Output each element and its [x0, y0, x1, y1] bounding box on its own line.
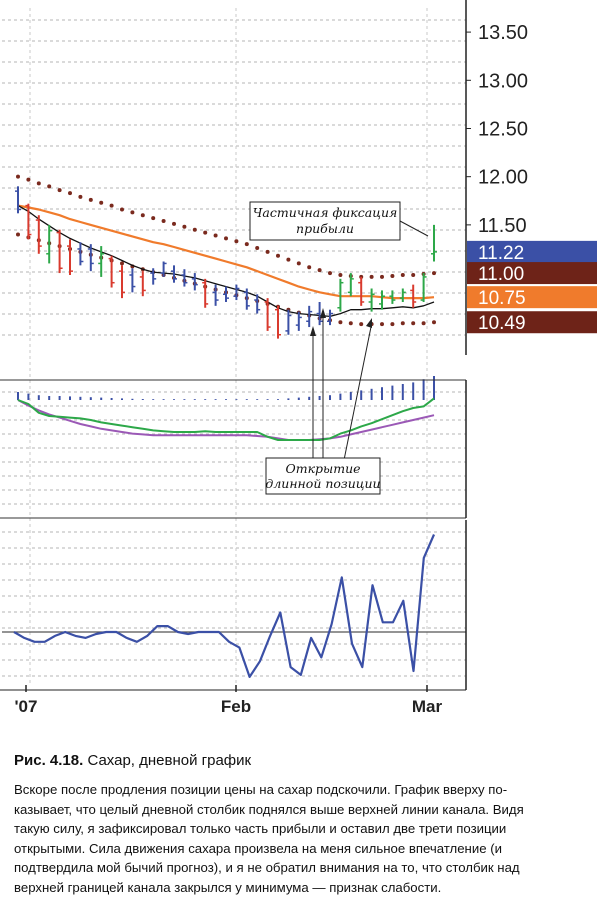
x-tick-label: Mar — [412, 697, 443, 716]
channel-upper-dot — [88, 197, 93, 202]
channel-upper-dot — [255, 246, 260, 251]
price-badge — [467, 286, 597, 309]
channel-upper-dot — [276, 253, 280, 258]
channel-upper-dot — [99, 200, 104, 205]
indicator-2-line — [13, 534, 436, 679]
channel-upper-dot — [16, 174, 20, 179]
arrowhead-icon — [366, 318, 372, 328]
channel-upper-dot — [192, 227, 197, 232]
channel-upper-dot — [369, 274, 374, 279]
channel-upper-dot — [151, 216, 156, 221]
indicator-green-line — [17, 397, 435, 441]
channel-upper-dot — [182, 224, 187, 229]
channel-upper-dot — [338, 272, 343, 277]
channel-upper-dot — [109, 203, 114, 208]
price-badge-label: 10.75 — [478, 288, 526, 309]
price-tick-label: 12.00 — [478, 167, 528, 189]
channel-upper-dot — [432, 271, 436, 276]
channel-upper-dot — [296, 261, 301, 266]
channel-upper-dot — [328, 271, 332, 276]
price-badge-label: 10.49 — [478, 313, 526, 334]
caption-line: такую силу, я зафиксировал только часть … — [14, 821, 507, 837]
channel-upper-dot — [130, 210, 135, 215]
caption-line: открытыми. Сила движения сахара произвел… — [14, 840, 502, 856]
ema-slow-line — [17, 204, 435, 300]
caption-line: Вскоре после продления позиции цены на с… — [14, 782, 508, 797]
caption-text: Вскоре после продления позиции цены на с… — [14, 780, 592, 898]
price-tick-label: 12.50 — [478, 118, 528, 140]
annotation-text: Открытие — [285, 461, 360, 476]
annotation-text: длинной позиции — [265, 476, 380, 491]
channel-lower-dot — [359, 322, 364, 327]
x-tick-label: '07 — [15, 697, 38, 716]
channel-lower-dot — [390, 322, 395, 327]
channel-upper-dot — [203, 230, 208, 235]
channel-lower-dot — [411, 321, 416, 326]
channel-upper-dot — [140, 213, 145, 218]
price-panel — [15, 174, 437, 339]
annotation-arrow — [399, 220, 429, 237]
arrowhead-icon — [310, 326, 316, 336]
channel-upper-dot — [57, 188, 62, 193]
annotation-arrow — [342, 321, 373, 466]
channel-lower-dot — [432, 320, 436, 325]
grid-lines — [2, 8, 466, 685]
caption-line: верхней границей канала закрылся у миним… — [14, 879, 442, 895]
price-badge — [467, 262, 597, 285]
annotation-text: прибыли — [296, 221, 354, 236]
caption-line: подтвердила мой бычий прогноз), и я не о… — [14, 860, 520, 876]
channel-upper-dot — [317, 268, 322, 273]
annotation-text: Частичная фиксация — [253, 205, 398, 220]
chart-title: Сахар, дневной график — [87, 752, 252, 769]
x-tick-label: Feb — [221, 697, 251, 716]
channel-upper-dot — [47, 184, 52, 189]
channel-upper-dot — [120, 207, 124, 212]
channel-upper-dot — [161, 219, 166, 224]
channel-upper-dot — [400, 272, 405, 277]
price-badge — [467, 240, 597, 263]
channel-lower-dot — [380, 322, 384, 327]
channel-lower-dot — [348, 321, 353, 326]
channel-lower-dot — [120, 261, 124, 266]
channel-lower-dot — [16, 232, 20, 237]
price-badge-label: 11.00 — [478, 264, 524, 285]
channel-lower-dot — [421, 321, 426, 326]
indicator-purple-line — [17, 399, 435, 441]
channel-upper-dot — [265, 249, 270, 254]
channel-upper-dot — [234, 239, 239, 244]
price-badge — [467, 311, 597, 334]
channel-upper-dot — [307, 265, 312, 270]
price-tick-label: 11.50 — [478, 215, 527, 237]
channel-upper-dot — [68, 191, 72, 196]
channel-upper-dot — [244, 242, 249, 247]
channel-upper-dot — [78, 194, 83, 199]
price-badge-label: 11.22 — [478, 243, 524, 264]
annotation-box — [265, 457, 381, 495]
figure-label: Рис. 4.18. — [14, 752, 84, 769]
channel-upper-dot — [411, 272, 416, 277]
channel-upper-dot — [390, 273, 395, 278]
channel-upper-dot — [172, 221, 176, 226]
channel-upper-dot — [380, 274, 384, 279]
channel-upper-dot — [224, 236, 228, 241]
price-tick-label: 13.00 — [478, 70, 528, 92]
figure-caption: Рис. 4.18. Сахар, дневной график — [14, 752, 251, 769]
indicator-panel-1 — [17, 376, 435, 441]
channel-upper-dot — [286, 257, 291, 262]
channel-lower-dot — [400, 321, 405, 326]
channel-lower-dot — [338, 320, 343, 325]
caption-line: казывает, что целый дневной столбик подн… — [14, 801, 524, 817]
channel-upper-dot — [26, 177, 31, 182]
arrowhead-icon — [320, 308, 326, 318]
channel-upper-dot — [36, 181, 41, 186]
price-tick-label: 13.50 — [478, 22, 528, 44]
channel-upper-dot — [213, 233, 218, 238]
annotation-box — [249, 201, 401, 241]
indicator-panel-2 — [2, 534, 466, 679]
